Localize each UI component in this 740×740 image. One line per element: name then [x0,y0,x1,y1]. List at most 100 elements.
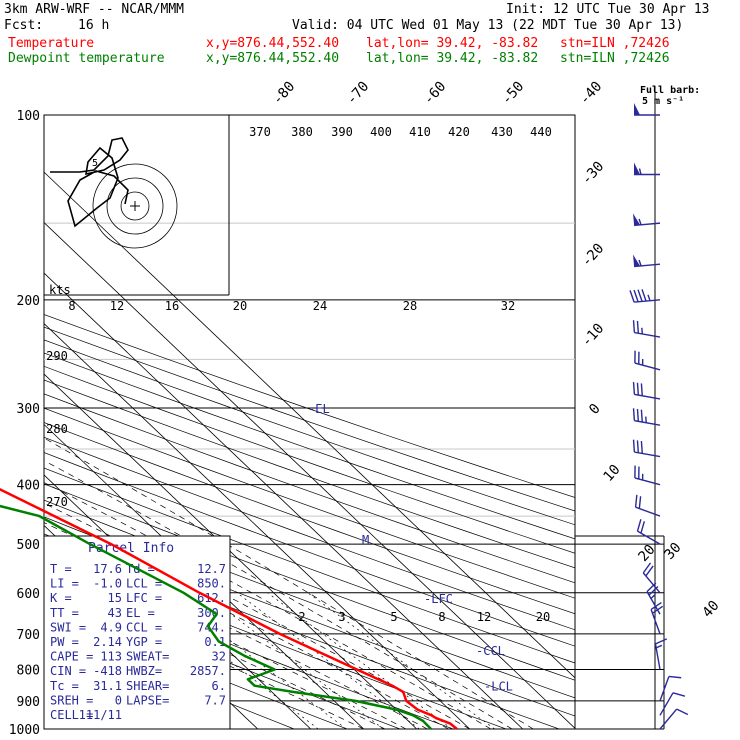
level-marker: M [362,533,369,547]
forecast-hour: 16 h [78,18,110,33]
parcel-value: 850. [197,577,226,591]
pressure-label: 700 [17,628,40,643]
parcel-key: LI = [50,577,79,591]
parcel-value: 111/11 [79,708,122,722]
barb-half [638,218,642,226]
barb-full [640,383,643,396]
dry-adiabat [44,393,575,584]
isotherm [44,322,470,729]
parcel-key: LCL = [126,577,162,591]
mixing-ratio-line [141,592,319,729]
barb-full [655,638,668,645]
dry-adiabat [44,436,575,631]
dewpoint-legend: Dewpoint temperature [8,51,165,66]
forecast-label: Fcst: [4,18,44,33]
pressure-label: 500 [17,538,40,553]
pressure-label: 100 [17,109,40,124]
isotherm-label: -20 [579,241,608,271]
wind-barb [632,382,661,400]
barb-staff [634,451,661,458]
parcel-value: 0 [115,693,122,707]
barb-full [640,441,643,454]
dewpoint-station: stn=ILN ,72426 [560,51,670,66]
barb-full [632,439,636,453]
isotherm-label: -80 [270,79,299,109]
theta-label: 390 [331,125,353,139]
barb-legend-units: 5 m s⁻¹ [642,96,684,107]
barb-staff [634,393,661,400]
barb-staff [642,572,661,594]
wind-barb [634,494,661,517]
barb-full [636,440,640,453]
isotherm-label: 10 [600,462,623,485]
parcel-key: CAPE = [50,650,93,664]
parcel-key: CIN = [50,664,86,678]
theta-label: 270 [46,495,68,509]
wind-barb [634,465,661,486]
barb-staff [637,530,661,545]
isotherm [44,171,575,679]
temperature-latlon: lat,lon= 39.42, -83.82 [366,36,539,51]
parcel-key: SHEAR= [126,679,169,693]
barb-pennant [634,103,640,115]
isotherm-label: -60 [421,79,450,109]
hodo-speed-label: 20 [233,299,247,313]
parcel-key: PW = [50,635,79,649]
barb-full [642,562,652,574]
isotherm-label: 40 [699,598,722,621]
mixing-ratio-label: 5 [390,610,397,624]
dry-adiabat [44,452,575,647]
barb-full [632,382,636,395]
isotherm-label: -50 [499,79,528,109]
wind-barb [659,692,686,716]
temperature-trace [0,487,458,730]
barb-staff [634,299,661,303]
dry-adiabat [44,339,575,526]
parcel-value: 113 [100,650,122,664]
theta-label: 370 [249,125,271,139]
parcel-value: 12.7 [197,562,226,576]
isotherm-label: -40 [577,79,606,109]
barb-full [652,605,664,614]
parcel-key: CELL = [50,708,93,722]
wind-barb [632,320,661,338]
barb-full [636,382,640,396]
barb-half [638,168,642,175]
hodo-ring [92,163,178,249]
wind-barb [632,408,661,426]
barb-staff [654,643,661,670]
mixing-ratio-label: 12 [477,610,491,624]
barb-staff [634,477,661,486]
wind-barb [634,103,660,116]
parcel-value: 300. [197,606,226,620]
isotherm-label: 0 [586,401,604,418]
hodo-height-label: 5 [92,158,98,169]
mixing-ratio-line [202,592,384,729]
barb-legend-title: Full barb: [640,85,700,96]
dry-adiabat [44,587,401,729]
parcel-value: 17.6 [93,562,122,576]
barb-staff [659,708,678,730]
hodo-speed-label: 28 [403,299,417,313]
theta-label: 380 [291,125,313,139]
temperature-xy: x,y=876.44,552.40 [206,36,340,51]
dry-adiabat [44,422,575,615]
barb-full [676,708,689,716]
isotherm [44,423,364,729]
dry-adiabat [44,606,348,729]
barb-full [638,496,642,509]
mixing-ratio-line [267,592,453,729]
isotherm [44,272,523,729]
barb-staff [635,506,661,517]
hodograph-trace [50,137,129,228]
isotherm-label: -10 [579,321,608,351]
temperature-legend: Temperature [8,36,95,51]
parcel-key: LAPSE= [126,693,169,707]
parcel-value: -1.0 [93,577,122,591]
barb-staff [634,222,661,227]
hodo-speed-label: 24 [313,299,327,313]
valid-time: Valid: 04 UTC Wed 01 May 13 (22 MDT Tue … [292,18,684,33]
parcel-value: 15 [108,591,122,605]
barb-staff [659,692,674,716]
parcel-value: 744. [197,620,226,634]
